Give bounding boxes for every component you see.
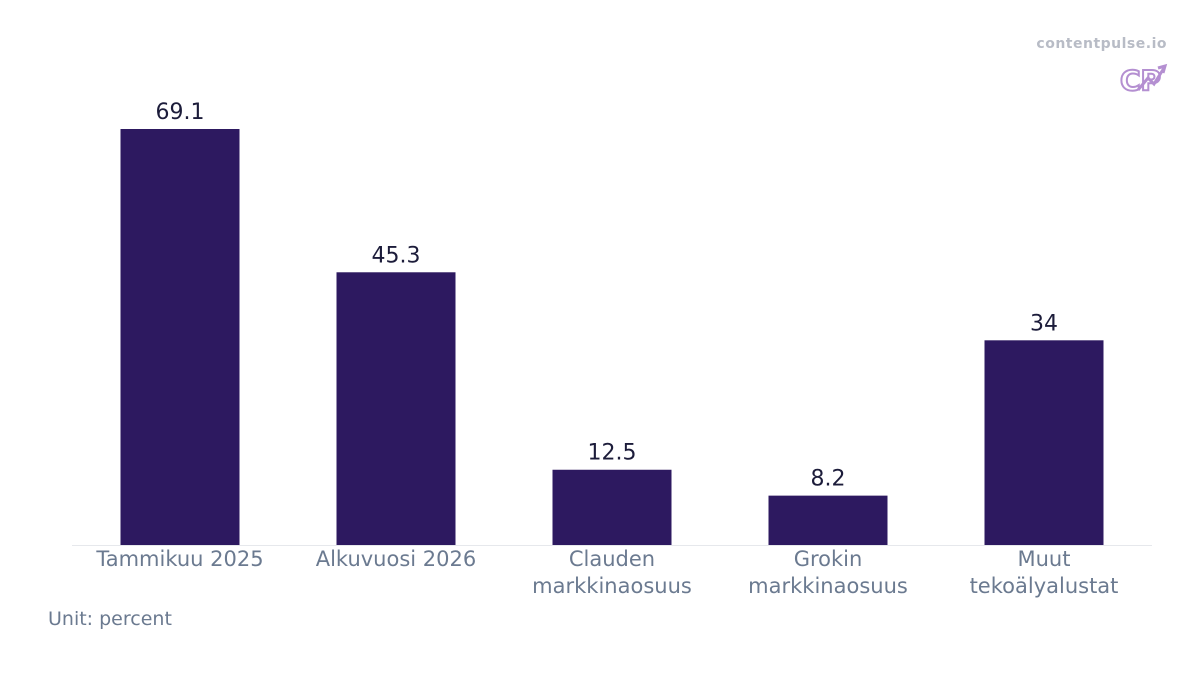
bar xyxy=(984,340,1104,545)
bar-value-label: 12.5 xyxy=(588,441,637,466)
bar xyxy=(768,495,888,545)
x-tick-label: Muut xyxy=(1018,547,1071,571)
bar xyxy=(552,469,672,545)
x-tick-label: Grokin xyxy=(794,547,863,571)
bar-value-label: 69.1 xyxy=(156,100,205,125)
bar-value-label: 34 xyxy=(1030,311,1058,336)
brand-logo-icon: CP xyxy=(1119,63,1168,98)
x-tick-label: Alkuvuosi 2026 xyxy=(316,547,477,571)
trend-arrow-icon xyxy=(1136,67,1166,91)
x-tick-label: markkinaosuus xyxy=(532,574,692,598)
bar xyxy=(336,272,456,545)
bar-value-label: 45.3 xyxy=(372,243,421,268)
unit-note: Unit: percent xyxy=(48,608,172,630)
brand-site-name: contentpulse.io xyxy=(1036,36,1167,52)
arrow-head-icon xyxy=(1157,63,1168,74)
x-tick-label: markkinaosuus xyxy=(748,574,908,598)
x-tick-label: tekoälyalustat xyxy=(970,574,1119,598)
x-tick-label: Clauden xyxy=(569,547,655,571)
bar-value-label: 8.2 xyxy=(811,467,846,492)
x-tick-label: Tammikuu 2025 xyxy=(95,547,263,571)
bar xyxy=(120,129,240,545)
